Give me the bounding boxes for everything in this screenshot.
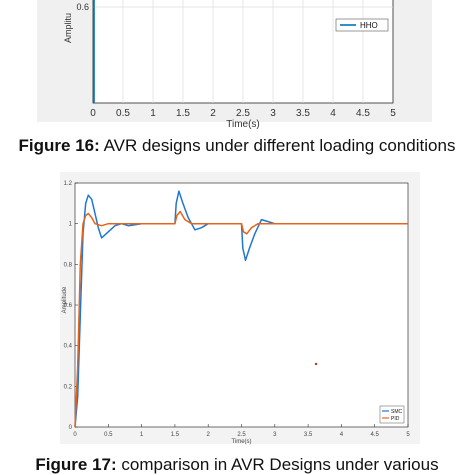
fig17-x-axis-label: Time(s) <box>231 439 251 445</box>
fig17-legend-label-pid: PID <box>391 416 400 422</box>
fig16-x-tick-label: 0 <box>90 108 96 119</box>
fig17-y-tick-label: 0 <box>69 425 73 431</box>
fig16-x-tick-label: 1 <box>150 108 156 119</box>
figure17-caption: Figure 17: comparison in AVR Designs und… <box>0 455 474 475</box>
figure17-label: Figure 17: <box>35 455 117 474</box>
fig16-x-tick-label: 3.5 <box>296 108 310 119</box>
fig17-x-tick-label: 1.5 <box>171 432 180 438</box>
fig17-x-tick-label: 2 <box>207 432 211 438</box>
fig17-series-pid <box>74 210 408 428</box>
fig17-x-tick-label: 2.5 <box>237 432 246 438</box>
fig16-legend-box <box>335 18 389 32</box>
fig17-x-tick-label: 4.5 <box>371 432 380 438</box>
fig16-x-tick-label: 4 <box>330 108 336 119</box>
figure16-caption: Figure 16: AVR designs under different l… <box>0 136 474 156</box>
fig17-y-tick-label: 0.2 <box>64 384 73 390</box>
fig16-x-axis-label: Time(s) <box>226 119 260 130</box>
fig16-x-tick-label: 2.5 <box>236 108 250 119</box>
fig17-y-tick-label: 0.8 <box>64 262 73 268</box>
fig17-y-axis-label: Amplitude <box>62 286 68 313</box>
fig17-legend-box <box>379 405 405 424</box>
fig17-y-tick-label: 0.6 <box>64 303 73 309</box>
fig17-x-tick-label: 3.5 <box>304 432 313 438</box>
fig16-legend-label-hho: HHO <box>360 21 378 30</box>
fig17-y-tick-label: 0.4 <box>64 344 73 350</box>
fig16-x-tick-label: 5 <box>390 108 396 119</box>
fig17-series-smc <box>74 190 408 428</box>
fig17-legend-label-smc: SMC <box>391 409 403 415</box>
fig17-x-tick-label: 5 <box>406 432 410 438</box>
fig16-y-axis-label: Amplitu <box>63 13 73 43</box>
fig17-x-tick-label: 4 <box>340 432 344 438</box>
fig17-y-tick-label: 1.2 <box>64 181 73 187</box>
fig16-x-tick-label: 1.5 <box>176 108 190 119</box>
fig16-y-tick-label: 0.6 <box>76 2 89 12</box>
fig16-x-tick-label: 4.5 <box>356 108 370 119</box>
fig17-y-tick-label: 1 <box>69 222 73 228</box>
fig17-x-tick-label: 0.5 <box>104 432 113 438</box>
figure16-label: Figure 16: <box>18 136 100 155</box>
fig16-x-tick-label: 3 <box>270 108 276 119</box>
fig16-x-tick-label: 2 <box>210 108 216 119</box>
figure17-caption-text: comparison in AVR Designs under various <box>116 455 439 474</box>
fig17-x-tick-label: 0 <box>73 432 77 438</box>
fig17-plot-area <box>74 182 409 428</box>
fig17-x-tick-label: 1 <box>140 432 144 438</box>
figure16-caption-text: AVR designs under different loading cond… <box>99 136 456 155</box>
fig16-x-tick-label: 0.5 <box>116 108 130 119</box>
fig17-marker <box>314 362 318 366</box>
fig17-x-tick-label: 3 <box>273 432 277 438</box>
